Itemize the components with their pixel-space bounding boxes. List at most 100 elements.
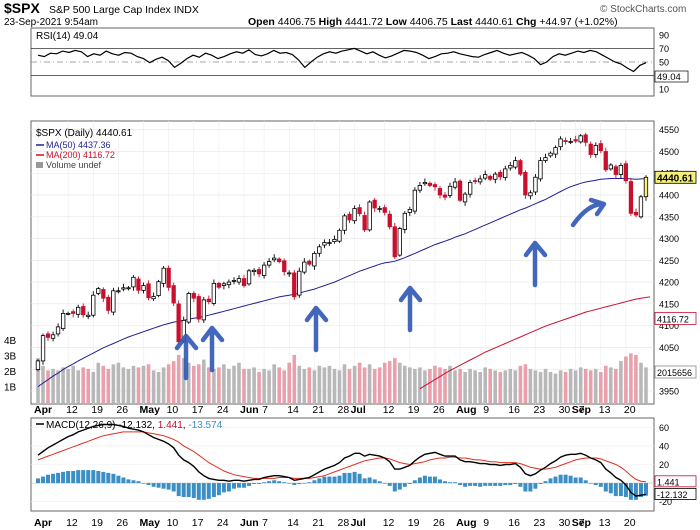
x-axis-label: 9	[483, 517, 489, 529]
volume-bar	[523, 364, 528, 404]
macd-histogram-bar	[136, 481, 141, 484]
volume-bar	[423, 370, 427, 403]
macd-histogram-bar	[422, 475, 427, 484]
macd-histogram-bar	[623, 483, 628, 497]
macd-histogram-bar	[548, 478, 553, 484]
macd-histogram-bar	[438, 479, 442, 484]
macd-histogram-bar	[493, 483, 498, 486]
rsi-panel: RSI(14) 49.04 9070503010 49.04	[30, 27, 689, 97]
candle-body	[583, 134, 588, 143]
macd-histogram-bar	[327, 476, 332, 484]
macd-histogram-bar	[598, 483, 603, 487]
macd-histogram-bar	[252, 483, 257, 484]
volume-bar	[277, 367, 281, 403]
x-axis-label: Apr	[34, 517, 52, 529]
macd-histogram-bar	[367, 477, 372, 484]
macd-histogram-bar	[357, 473, 362, 484]
macd-histogram-bar	[56, 472, 61, 484]
candle-body	[246, 270, 252, 285]
macd-legend: MACD(12,26,9) -12.132, 1.441, -13.574	[36, 420, 223, 431]
volume-bar	[111, 364, 116, 404]
volume-bar	[393, 358, 397, 403]
macd-histogram-bar	[237, 483, 241, 488]
macd-histogram-bar	[473, 483, 478, 486]
volume-tick-label: 3B	[4, 352, 17, 363]
candle-body	[382, 207, 387, 213]
volume-bar	[634, 354, 638, 403]
x-axis-label: 20	[624, 404, 636, 416]
macd-histogram-bar	[372, 479, 377, 484]
candle-body	[317, 246, 322, 254]
candle-body	[402, 212, 408, 230]
macd-histogram-bar	[287, 483, 292, 484]
volume-bar	[116, 362, 121, 403]
macd-histogram-bar	[463, 483, 468, 487]
macd-histogram-bar	[121, 477, 126, 484]
candle-body	[482, 174, 488, 179]
volume-bar	[91, 372, 96, 403]
macd-histogram-bar	[41, 476, 45, 484]
candle-body	[638, 196, 644, 218]
macd-histogram-bar	[96, 471, 101, 484]
macd-histogram-bar	[166, 483, 171, 490]
macd-histogram-bar	[101, 471, 106, 484]
macd-histogram-bar	[36, 478, 40, 484]
candle-body	[271, 257, 277, 261]
macd-histogram-bar	[186, 483, 191, 497]
macd-tick-label: -20	[659, 497, 672, 507]
price-last-tag-label: 4116.72	[657, 314, 689, 324]
macd-histogram-bar	[352, 471, 357, 484]
candle-body	[191, 292, 196, 299]
macd-histogram-bar	[583, 480, 588, 484]
macd-histogram-bar	[76, 470, 81, 484]
macd-histogram-bar	[613, 483, 618, 497]
volume-bar	[252, 367, 256, 403]
volume-bar	[413, 368, 417, 403]
candle-body	[367, 201, 372, 231]
macd-histogram-bar	[382, 483, 387, 484]
x-axis-label: 28	[338, 517, 350, 529]
candle-body	[503, 168, 508, 178]
candle-body	[538, 160, 543, 180]
volume-bar	[287, 362, 291, 403]
candle-body	[613, 166, 618, 175]
x-axis-label: Jun	[240, 517, 259, 529]
volume-bar	[599, 372, 603, 403]
macd-histogram-bar	[633, 483, 638, 500]
x-axis-label: 16	[508, 517, 520, 529]
candle-body	[447, 185, 453, 196]
macd-histogram-bar	[417, 477, 422, 484]
macd-histogram-bar	[573, 477, 578, 484]
candle-body	[357, 207, 362, 215]
candle-body	[553, 147, 558, 155]
candle-body	[206, 298, 212, 303]
macd-histogram-bar	[483, 483, 488, 486]
candle-body	[352, 208, 357, 222]
price-last-tag	[654, 365, 697, 379]
price-tick-label: 3950	[659, 386, 679, 396]
candle-body	[523, 171, 528, 196]
volume-bar	[573, 370, 578, 403]
macd-histogram-bar	[317, 478, 322, 484]
volume-bar	[387, 361, 392, 403]
volume-bar	[468, 368, 472, 403]
candle-body	[81, 306, 86, 316]
volume-bar	[207, 367, 211, 403]
candle-body	[593, 144, 598, 155]
volume-bar	[543, 368, 548, 403]
volume-bar	[568, 368, 573, 403]
volume-bar	[488, 368, 492, 403]
candle-body	[61, 312, 66, 329]
annotation-arrows	[174, 197, 607, 381]
x-axis-label: 19	[91, 517, 103, 529]
candle-body	[136, 278, 141, 291]
rsi-last-tag	[654, 70, 689, 83]
price-last-tag	[654, 170, 697, 184]
candle-body	[256, 269, 262, 275]
candle-body	[362, 215, 367, 231]
candle-body	[598, 143, 603, 152]
candle-body	[50, 334, 56, 339]
candle-body	[266, 261, 272, 266]
macd-histogram-bar	[392, 483, 397, 492]
macd-histogram-bar	[307, 482, 312, 484]
